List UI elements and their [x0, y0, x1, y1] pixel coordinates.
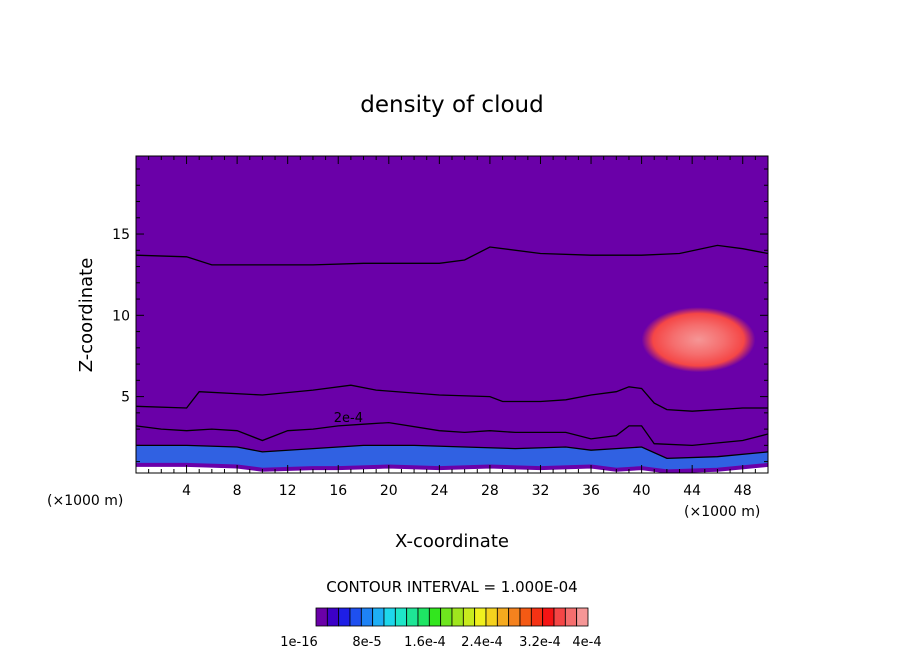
x-tick-label: 12	[279, 483, 297, 499]
colorbar-swatch	[417, 607, 430, 627]
y-tick-label: 15	[112, 227, 130, 243]
colorbar-swatch	[451, 607, 464, 627]
colorbar-swatch	[485, 607, 498, 627]
x-unit-right: (×1000 m)	[684, 504, 760, 520]
x-tick-label: 20	[380, 483, 398, 499]
x-tick-label: 40	[633, 483, 651, 499]
x-tick-label: 8	[233, 483, 242, 499]
contour-label: 2e-4	[334, 411, 363, 426]
x-tick-label: 36	[582, 483, 600, 499]
colorbar-label: 4e-4	[572, 635, 601, 650]
colorbar-swatch	[519, 607, 532, 627]
plot-area	[136, 156, 768, 473]
colorbar-label: 2.4e-4	[461, 635, 503, 650]
colorbar-label: 3.2e-4	[519, 635, 561, 650]
y-axis-label: Z-coordinate	[76, 258, 97, 373]
y-tick-label: 5	[121, 390, 130, 406]
colorbar-swatch	[394, 607, 408, 627]
contour-lines	[136, 244, 768, 460]
colorbar-swatch	[326, 607, 340, 627]
contour-3e-4-lower	[136, 384, 768, 412]
contour-2e-4-lower	[136, 421, 768, 447]
x-tick-label: 28	[481, 483, 499, 499]
colorbar-swatch	[349, 607, 362, 627]
colorbar-swatch	[383, 607, 396, 627]
y-axis: 5 10 15	[112, 168, 768, 463]
colorbar-swatch	[440, 607, 453, 627]
colorbar-swatch	[406, 607, 419, 627]
colorbar-swatch	[428, 607, 442, 627]
contour-interval: CONTOUR INTERVAL = 1.000E-04	[326, 578, 577, 596]
colorbar-swatch	[338, 607, 351, 627]
x-unit-left: (×1000 m)	[47, 493, 123, 509]
x-tick-label: 24	[430, 483, 448, 499]
colorbar-swatch	[474, 607, 487, 627]
x-axis-label: X-coordinate	[395, 531, 509, 552]
colorbar-swatch	[576, 607, 589, 627]
colorbar-swatch	[462, 607, 476, 627]
x-tick-label: 48	[734, 483, 752, 499]
y-tick-label: 10	[112, 308, 130, 324]
x-tick-label: 4	[182, 483, 191, 499]
chart-title: density of cloud	[360, 92, 543, 118]
colorbar-label: 1.6e-4	[404, 635, 446, 650]
colorbar	[315, 607, 589, 627]
low-density-band	[136, 445, 768, 472]
contour-2e-4-upper	[136, 244, 768, 266]
colorbar-swatch	[372, 607, 385, 627]
colorbar-swatch	[553, 607, 566, 627]
x-tick-label: 44	[683, 483, 701, 499]
x-tick-label: 16	[329, 483, 347, 499]
contour-1e-4-lower	[136, 444, 768, 460]
x-axis: 4 8 12 16 20 24 28 32 36 40 44 48	[148, 156, 756, 499]
colorbar-swatch	[496, 607, 510, 627]
colorbar-labels: 1e-16 8e-5 1.6e-4 2.4e-4 3.2e-4 4e-4	[280, 635, 601, 650]
colorbar-swatch	[508, 607, 521, 627]
colorbar-swatch	[564, 607, 578, 627]
colorbar-label: 1e-16	[280, 635, 318, 650]
colorbar-swatch	[315, 607, 328, 627]
x-tick-label: 32	[532, 483, 550, 499]
colorbar-swatch	[360, 607, 374, 627]
colorbar-swatch	[542, 607, 555, 627]
colorbar-label: 8e-5	[352, 635, 381, 650]
maximum-core	[641, 307, 756, 373]
colorbar-swatch	[530, 607, 544, 627]
